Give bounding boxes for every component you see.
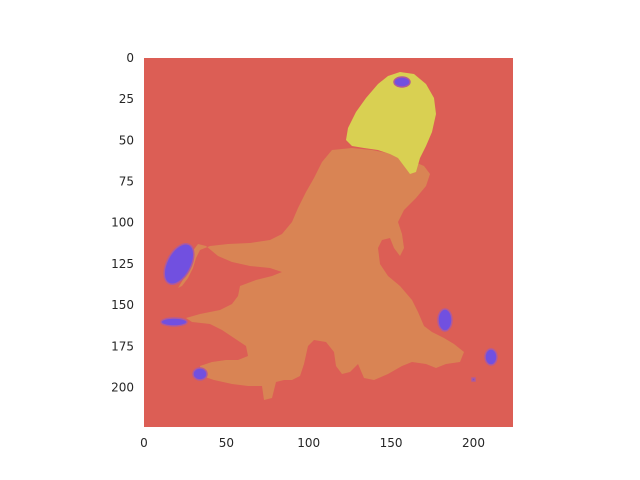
small-region-dot bbox=[471, 377, 476, 382]
small-region-top bbox=[393, 76, 411, 88]
x-tick-label: 100 bbox=[297, 436, 320, 450]
head-region bbox=[346, 72, 436, 174]
y-tick-label: 100 bbox=[111, 216, 134, 230]
y-tick-label: 0 bbox=[126, 51, 134, 65]
heatmap-image bbox=[144, 58, 513, 427]
y-tick-label: 175 bbox=[111, 339, 134, 353]
small-region-left-bottom bbox=[192, 367, 208, 381]
y-tick-label: 125 bbox=[111, 257, 134, 271]
x-tick-label: 200 bbox=[462, 436, 485, 450]
x-tick-label: 0 bbox=[140, 436, 148, 450]
y-tick-label: 200 bbox=[111, 381, 134, 395]
small-region-left-upper bbox=[163, 243, 195, 285]
y-tick-label: 75 bbox=[119, 175, 134, 189]
x-tick-label: 50 bbox=[219, 436, 234, 450]
small-region-right-middle bbox=[437, 308, 453, 332]
body-region bbox=[178, 148, 464, 400]
y-tick-label: 25 bbox=[119, 92, 134, 106]
y-tick-label: 150 bbox=[111, 298, 134, 312]
small-regions bbox=[160, 76, 498, 382]
y-tick-label: 50 bbox=[119, 133, 134, 147]
small-region-left-bar bbox=[160, 317, 188, 327]
x-tick-label: 150 bbox=[380, 436, 403, 450]
small-region-right-small bbox=[484, 348, 498, 366]
y-axis: 0 25 50 75 100 125 150 175 200 bbox=[111, 51, 134, 395]
x-axis: 0 50 100 150 200 bbox=[140, 436, 485, 450]
